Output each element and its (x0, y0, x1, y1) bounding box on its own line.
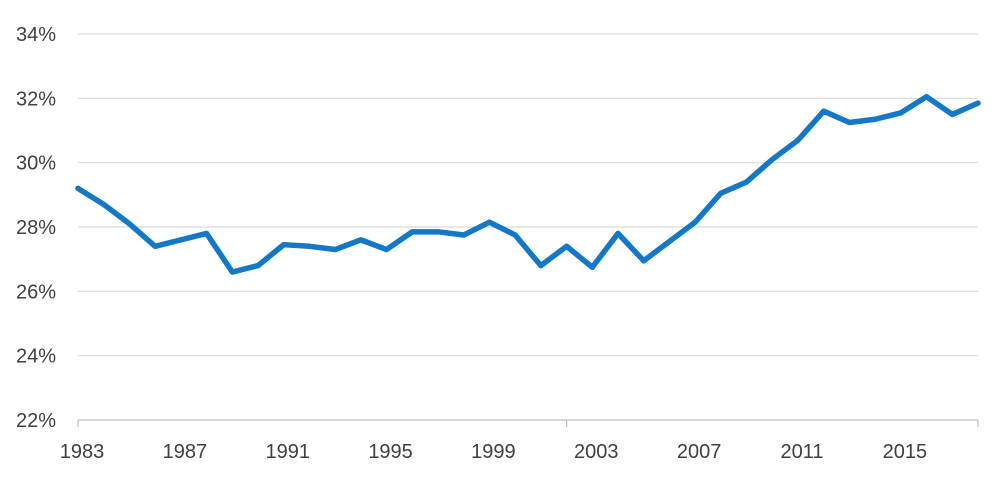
data-point (795, 137, 801, 143)
data-point (332, 246, 338, 253)
gridlines (78, 33, 978, 357)
data-point (435, 229, 441, 235)
data-point (538, 263, 544, 269)
data-point (409, 229, 415, 235)
data-point (718, 190, 724, 196)
data-point (281, 242, 287, 248)
data-point (589, 264, 595, 270)
data-point (692, 219, 698, 225)
y-tick-label: 24% (16, 346, 56, 368)
data-point (126, 221, 133, 227)
data-point (615, 230, 621, 237)
data-point (101, 201, 107, 208)
data-point (563, 243, 570, 249)
data-point (743, 179, 750, 185)
x-tick-label: 2003 (574, 441, 619, 463)
series-layer (75, 93, 981, 275)
series-line (75, 93, 981, 275)
data-point (383, 246, 390, 253)
data-point (821, 108, 827, 114)
x-tick-label: 1991 (265, 441, 310, 463)
x-tick-label: 2011 (780, 441, 823, 463)
x-tick-label: 1983 (60, 441, 105, 463)
y-tick-label: 22% (16, 410, 56, 432)
y-tick-label: 28% (16, 217, 56, 239)
x-tick-label: 2007 (677, 441, 722, 463)
x-tick-label: 1999 (471, 441, 516, 463)
data-point (75, 185, 81, 191)
data-point (306, 243, 313, 249)
data-point (846, 119, 853, 126)
data-point (975, 100, 981, 106)
data-point (486, 219, 493, 225)
data-point (923, 94, 930, 100)
data-point (666, 238, 673, 245)
data-point (769, 156, 775, 163)
x-axis: 1983 1987 1991 1995 1999 2003 2007 2011 2015 (60, 419, 979, 463)
data-point (898, 110, 904, 116)
x-tick-label: 1995 (368, 441, 413, 463)
y-tick-label: 34% (16, 24, 56, 46)
data-point (178, 237, 184, 243)
data-point (949, 111, 955, 118)
y-axis-ticks: 22% 24% 26% 28% 30% 32% 34% (16, 24, 56, 432)
data-point (203, 230, 210, 237)
y-tick-label: 32% (16, 88, 56, 110)
x-tick-label: 2015 (883, 441, 928, 463)
x-tick-label: 1987 (163, 441, 208, 463)
y-tick-label: 30% (16, 153, 56, 175)
data-point (229, 269, 235, 275)
data-point (641, 258, 647, 264)
data-point (255, 263, 261, 269)
data-point (152, 243, 158, 249)
data-point (512, 232, 518, 238)
data-point (461, 232, 467, 238)
data-point (872, 116, 878, 122)
y-tick-label: 26% (16, 281, 56, 303)
data-point (358, 237, 364, 243)
